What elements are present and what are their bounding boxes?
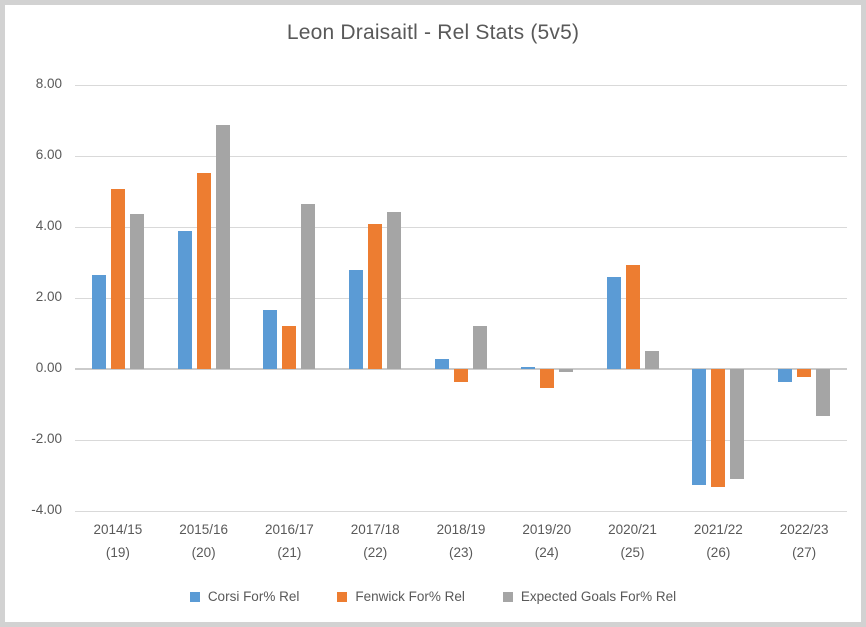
legend-label: Corsi For% Rel (207, 589, 300, 604)
bar-fenwick-for-rel-2016-17 (282, 326, 297, 369)
x-tick-label-line: 2021/22 (693, 522, 743, 537)
gridline (75, 511, 847, 512)
bar-fenwick-for-rel-2015-16 (196, 173, 211, 369)
bar-corsi-for-rel-2016-17 (263, 310, 278, 369)
y-tick-label: 6.00 (35, 147, 62, 162)
bar-fenwick-for-rel-2022-23 (797, 369, 812, 378)
bar-corsi-for-rel-2017-18 (349, 269, 364, 369)
bar-fenwick-for-rel-2021-22 (711, 369, 726, 488)
plot-area: 8.00 6.00 4.00 2.00 0.00 -2.00 -4.00 2014/15 (19… (5, 5, 861, 622)
bar-fenwick-for-rel-2018-19 (454, 369, 468, 382)
x-tick-label-line: 2014/15 (93, 522, 143, 537)
y-tick-label: -4.00 (31, 502, 62, 517)
x-tick-label: 2015/16 (20) (161, 518, 247, 564)
x-tick-label-line: (26) (706, 545, 731, 560)
gridline (75, 156, 847, 157)
x-tick-label: 2018/19 (23) (418, 518, 504, 564)
x-tick-label-line: 2016/17 (265, 522, 314, 537)
bar-expected-goals-for-rel-2019-20 (558, 369, 573, 372)
x-tick-label-line: 2019/20 (522, 522, 572, 537)
x-tick-label: 2021/22 (26) (675, 518, 761, 564)
x-tick-label: 2022/23 (27) (761, 518, 847, 564)
legend-swatch-icon (189, 591, 200, 602)
y-tick-label: 4.00 (35, 218, 62, 233)
x-tick-label-line: 2017/18 (350, 522, 400, 537)
x-tick-label-line: (22) (363, 545, 388, 560)
legend-label: Fenwick For% Rel (355, 589, 465, 604)
gridline (75, 85, 847, 86)
bar-fenwick-for-rel-2014-15 (110, 188, 125, 369)
x-tick-label-line: 2022/23 (779, 522, 829, 537)
legend-swatch-icon (337, 591, 348, 602)
bar-fenwick-for-rel-2019-20 (539, 369, 554, 389)
bar-fenwick-for-rel-2017-18 (368, 223, 383, 369)
bar-corsi-for-rel-2015-16 (177, 231, 192, 369)
bar-expected-goals-for-rel-2018-19 (473, 326, 487, 369)
bar-expected-goals-for-rel-2020-21 (644, 350, 659, 369)
legend-label: Expected Goals For% Rel (520, 589, 677, 604)
bar-corsi-for-rel-2021-22 (692, 369, 707, 486)
x-tick-label-line: (20) (191, 545, 216, 560)
gridline (75, 227, 847, 228)
gridline (75, 440, 847, 441)
gridline (75, 298, 847, 299)
y-tick-label: -2.00 (31, 431, 62, 446)
bar-corsi-for-rel-2020-21 (606, 277, 621, 369)
x-tick-label: 2020/21 (25) (590, 518, 676, 564)
x-tick-label: 2017/18 (22) (332, 518, 418, 564)
legend-item: Corsi For% Rel (189, 589, 300, 604)
y-tick-label: 2.00 (35, 289, 62, 304)
x-tick-label-line: (21) (277, 545, 302, 560)
bar-expected-goals-for-rel-2014-15 (129, 213, 144, 369)
x-tick-label-line: 2018/19 (436, 522, 486, 537)
legend: Corsi For% Rel Fenwick For% Rel Expected G… (5, 589, 861, 604)
bar-corsi-for-rel-2014-15 (91, 274, 106, 369)
x-tick-label-line: (19) (105, 545, 130, 560)
y-tick-label: 0.00 (35, 360, 62, 375)
bar-corsi-for-rel-2022-23 (778, 369, 793, 382)
legend-swatch-icon (502, 591, 513, 602)
chart-title: Leon Draisaitl - Rel Stats (5v5) (286, 21, 580, 44)
x-tick-label-line: (27) (792, 545, 817, 560)
x-tick-label-line: 2020/21 (608, 522, 657, 537)
legend-item: Expected Goals For% Rel (502, 589, 677, 604)
bar-expected-goals-for-rel-2021-22 (730, 369, 745, 480)
x-tick-label-line: (24) (534, 545, 559, 560)
x-tick-label: 2014/15 (19) (75, 518, 161, 564)
x-tick-label-line: (25) (620, 545, 645, 560)
bar-expected-goals-for-rel-2015-16 (215, 125, 230, 369)
y-tick-label: 8.00 (35, 76, 62, 91)
x-tick-label: 2016/17 (21) (247, 518, 333, 564)
bar-expected-goals-for-rel-2016-17 (301, 203, 316, 369)
x-tick-label: 2019/20 (24) (504, 518, 590, 564)
bar-corsi-for-rel-2018-19 (435, 359, 449, 369)
bar-expected-goals-for-rel-2017-18 (387, 212, 402, 369)
x-tick-label-line: (23) (448, 545, 473, 560)
bar-corsi-for-rel-2019-20 (520, 366, 535, 369)
x-tick-label-line: 2015/16 (179, 522, 229, 537)
bar-expected-goals-for-rel-2022-23 (816, 369, 831, 416)
bar-fenwick-for-rel-2020-21 (625, 265, 640, 369)
legend-item: Fenwick For% Rel (337, 589, 465, 604)
